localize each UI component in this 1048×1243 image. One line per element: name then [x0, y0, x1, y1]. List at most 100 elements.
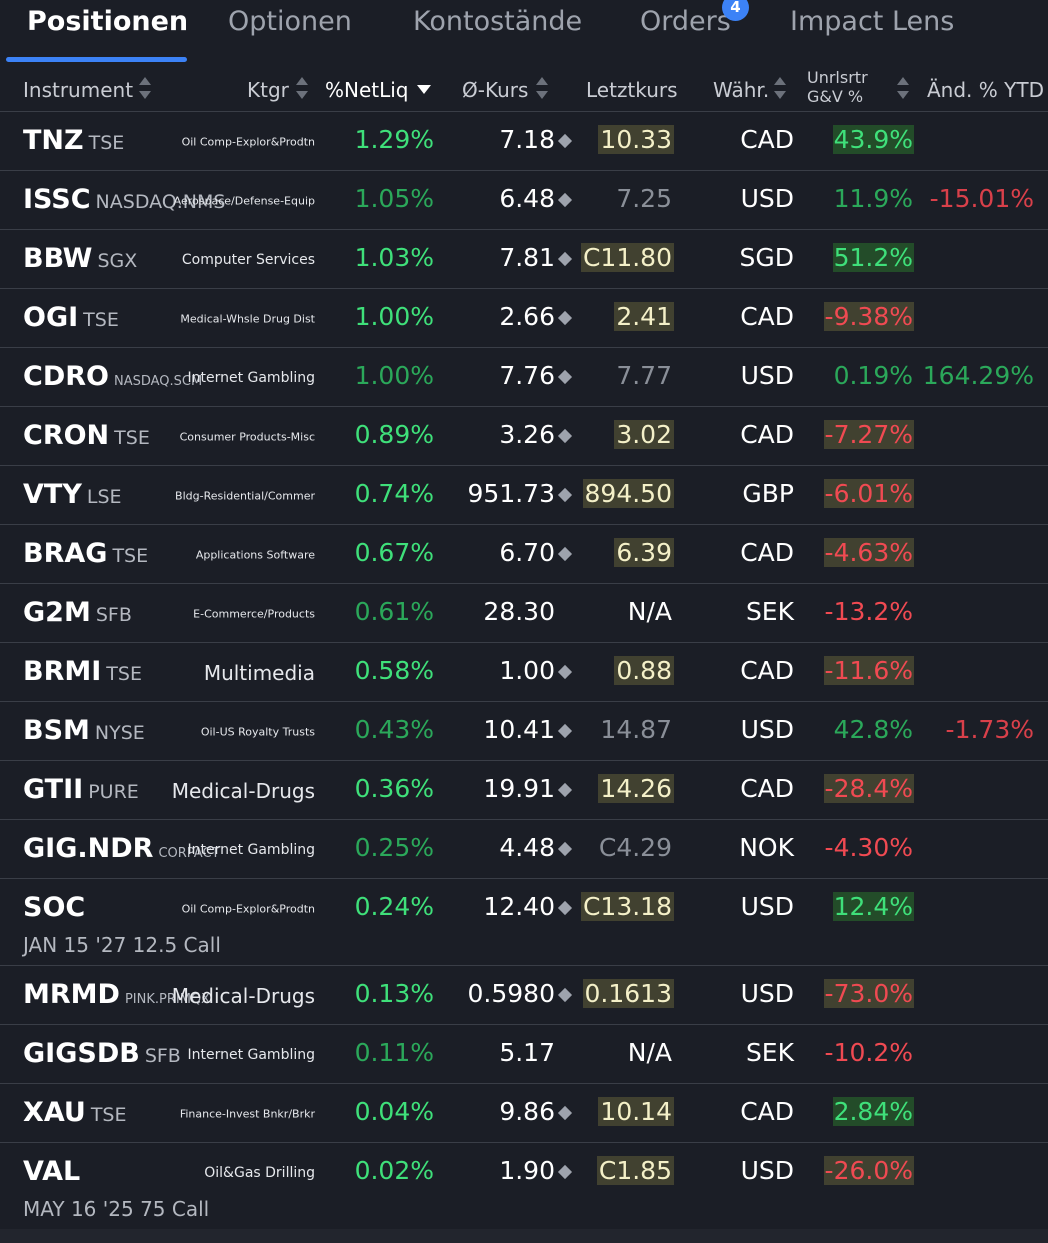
currency-cell: CAD [740, 538, 794, 567]
exchange: TSE [83, 309, 119, 331]
exchange: NASDAQ.NMS [95, 191, 226, 213]
last-price-cell: N/A [627, 597, 672, 626]
diamond-icon [557, 782, 573, 798]
column-header-currency[interactable]: Währ. [713, 78, 770, 102]
diamond-icon [557, 310, 573, 326]
diamond-icon [557, 251, 573, 267]
table-row[interactable]: CRON TSE Consumer Products-Misc 0.89% 3.26 3.… [0, 407, 1048, 466]
avg-price-cell: 9.86 [499, 1097, 555, 1126]
column-header-netliq[interactable]: %NetLiq [325, 78, 409, 102]
table-row[interactable]: BRMI TSE Multimedia 0.58% 1.00 0.88 CAD -11.6% [0, 643, 1048, 702]
diamond-icon [557, 900, 573, 916]
table-row[interactable]: OGI TSE Medical-Whsle Drug Dist 1.00% 2.66 2.… [0, 289, 1048, 348]
column-header-last-price[interactable]: Letztkurs [586, 78, 678, 102]
table-row[interactable]: GIG.NDR CORPACT Internet Gambling 0.25% 4.48… [0, 820, 1048, 879]
instrument-cell: VAL [23, 1156, 80, 1187]
netliq-cell: 1.00% [354, 302, 434, 331]
table-row[interactable]: G2M SFB E-Commerce/Products 0.61% 28.30 N/A SE… [0, 584, 1048, 643]
diamond-icon [557, 723, 573, 739]
last-price-cell: N/A [627, 1038, 672, 1067]
tab-orders[interactable]: Orders [640, 6, 731, 37]
category-cell: Bldg-Residential/Commer [175, 489, 315, 503]
table-row[interactable]: XAU TSE Finance-Invest Bnkr/Brkr 0.04% 9.86 1… [0, 1084, 1048, 1143]
table-row[interactable]: TNZ TSE Oil Comp-Explor&Prodtn 1.29% 7.18 10.… [0, 112, 1048, 171]
symbol: XAU [23, 1097, 86, 1128]
category-cell: E-Commerce/Products [193, 607, 315, 621]
avg-price-cell: 1.90 [499, 1156, 555, 1185]
table-row[interactable]: MRMD PINK.PRIMQX Medical-Drugs 0.13% 0.5980 0… [0, 966, 1048, 1025]
tab-impact-lens[interactable]: Impact Lens [790, 6, 955, 37]
diamond-icon [557, 1164, 573, 1180]
instrument-cell: BBW SGX [23, 243, 137, 274]
exchange: SFB [144, 1045, 181, 1067]
netliq-cell: 0.11% [354, 1038, 434, 1067]
table-row[interactable]: BBW SGX Computer Services 1.03% 7.81 C11.80 SG… [0, 230, 1048, 289]
instrument-cell: OGI TSE [23, 302, 119, 333]
category-cell: Medical-Drugs [171, 779, 315, 803]
diamond-icon [557, 133, 573, 149]
table-row[interactable]: VAL MAY 16 '25 75 Call Oil&Gas Drilling 0.0… [0, 1143, 1048, 1230]
table-row[interactable]: GIGSDB SFB Internet Gambling 0.11% 5.17 N/A SE… [0, 1025, 1048, 1084]
table-row[interactable]: SOC JAN 15 '27 12.5 Call Oil Comp-Explor&P… [0, 879, 1048, 966]
tab-positionen[interactable]: Positionen [27, 6, 189, 37]
netliq-cell: 0.24% [354, 892, 434, 921]
currency-cell: CAD [740, 774, 794, 803]
sort-descending-icon[interactable] [416, 85, 431, 95]
diamond-icon [557, 487, 573, 503]
column-header-avg-price[interactable]: Ø-Kurs [462, 78, 529, 102]
symbol: OGI [23, 302, 79, 333]
instrument-cell: MRMD PINK.PRIMQX [23, 979, 210, 1010]
exchange: TSE [88, 132, 125, 154]
sort-icon[interactable] [295, 77, 309, 99]
unrealized-pnl-cell: 42.8% [833, 715, 913, 744]
symbol: GTII [23, 774, 84, 805]
column-header-ytd-change[interactable]: Änd. % YTD [927, 78, 1044, 102]
table-row[interactable]: ISSC NASDAQ.NMS Aerospace/Defense-Equip 1.0… [0, 171, 1048, 230]
sort-icon[interactable] [535, 77, 549, 99]
column-header-category[interactable]: Ktgr [247, 78, 289, 102]
column-header-unrealized-pnl[interactable]: Unrlsrtr G&V % [807, 68, 868, 106]
last-price-cell: 3.02 [614, 420, 674, 449]
table-row[interactable]: CDRO NASDAQ.SCM Internet Gambling 1.00% 7.76… [0, 348, 1048, 407]
netliq-cell: 0.13% [354, 979, 434, 1008]
currency-cell: USD [740, 361, 794, 390]
exchange: TSE [112, 545, 149, 567]
category-cell: Oil Comp-Explor&Prodtn [181, 902, 315, 916]
currency-cell: NOK [739, 833, 794, 862]
netliq-cell: 0.36% [354, 774, 434, 803]
unrealized-pnl-cell: 0.19% [833, 361, 913, 390]
unrealized-pnl-cell: -73.0% [823, 979, 914, 1008]
diamond-icon [557, 369, 573, 385]
avg-price-cell: 28.30 [483, 597, 555, 626]
instrument-cell: SOC [23, 892, 85, 923]
avg-price-cell: 19.91 [483, 774, 555, 803]
table-row[interactable]: BRAG TSE Applications Software 0.67% 6.70 6.3… [0, 525, 1048, 584]
symbol: BRMI [23, 656, 102, 687]
netliq-cell: 1.29% [354, 125, 434, 154]
category-cell: Consumer Products-Misc [179, 430, 315, 444]
symbol: BBW [23, 243, 93, 274]
table-row[interactable]: BSM NYSE Oil-US Royalty Trusts 0.43% 10.41 14… [0, 702, 1048, 761]
currency-cell: USD [740, 184, 794, 213]
last-price-cell: 0.1613 [582, 979, 674, 1008]
unrealized-pnl-cell: -6.01% [823, 479, 914, 508]
sort-icon[interactable] [138, 77, 152, 99]
sort-icon[interactable] [896, 77, 910, 99]
currency-cell: USD [740, 979, 794, 1008]
instrument-cell: XAU TSE [23, 1097, 126, 1128]
unrealized-pnl-cell: 11.9% [833, 184, 913, 213]
exchange: NYSE [94, 722, 145, 744]
exchange: TSE [90, 1104, 127, 1126]
table-row[interactable]: VTY LSE Bldg-Residential/Commer 0.74% 951.73… [0, 466, 1048, 525]
category-cell: Multimedia [203, 661, 315, 685]
tab-kontostaende[interactable]: Kontostände [413, 6, 583, 37]
table-row[interactable]: GTII PURE Medical-Drugs 0.36% 19.91 14.26 CAD -… [0, 761, 1048, 820]
sort-icon[interactable] [773, 77, 787, 99]
instrument-cell: GIG.NDR CORPACT [23, 833, 219, 864]
column-header-instrument[interactable]: Instrument [23, 78, 134, 102]
tab-optionen[interactable]: Optionen [228, 6, 352, 37]
avg-price-cell: 4.48 [499, 833, 555, 862]
last-price-cell: 894.50 [582, 479, 674, 508]
currency-cell: USD [740, 715, 794, 744]
avg-price-cell: 951.73 [467, 479, 555, 508]
